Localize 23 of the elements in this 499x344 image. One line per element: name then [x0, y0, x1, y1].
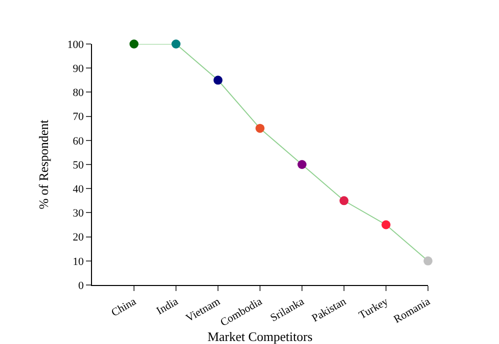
y-axis-title: % of Respondent	[36, 119, 52, 210]
point	[256, 124, 264, 133]
point	[424, 256, 432, 266]
y-tick-label: 60	[72, 135, 84, 148]
y-tick-label: 20	[72, 232, 84, 244]
y-tick-label: 80	[72, 87, 84, 100]
point	[130, 40, 138, 48]
y-tick-label: 90	[72, 62, 84, 75]
y-tick-label: 50	[72, 159, 84, 172]
x-axis-title: Market Competitors	[207, 329, 313, 344]
y-tick-label: 10	[72, 256, 84, 268]
point	[214, 76, 222, 85]
y-tick-label: 70	[72, 111, 84, 124]
y-tick-label: 100	[67, 38, 84, 51]
point	[172, 40, 180, 48]
point	[298, 160, 306, 169]
x-tick-label: India	[154, 296, 180, 318]
y-tick-label: 30	[72, 208, 84, 220]
y-tick-label: 0	[78, 280, 84, 292]
point	[340, 196, 348, 206]
x-tick-label: China	[109, 296, 138, 320]
point	[382, 220, 390, 230]
y-tick-label: 40	[72, 183, 84, 196]
